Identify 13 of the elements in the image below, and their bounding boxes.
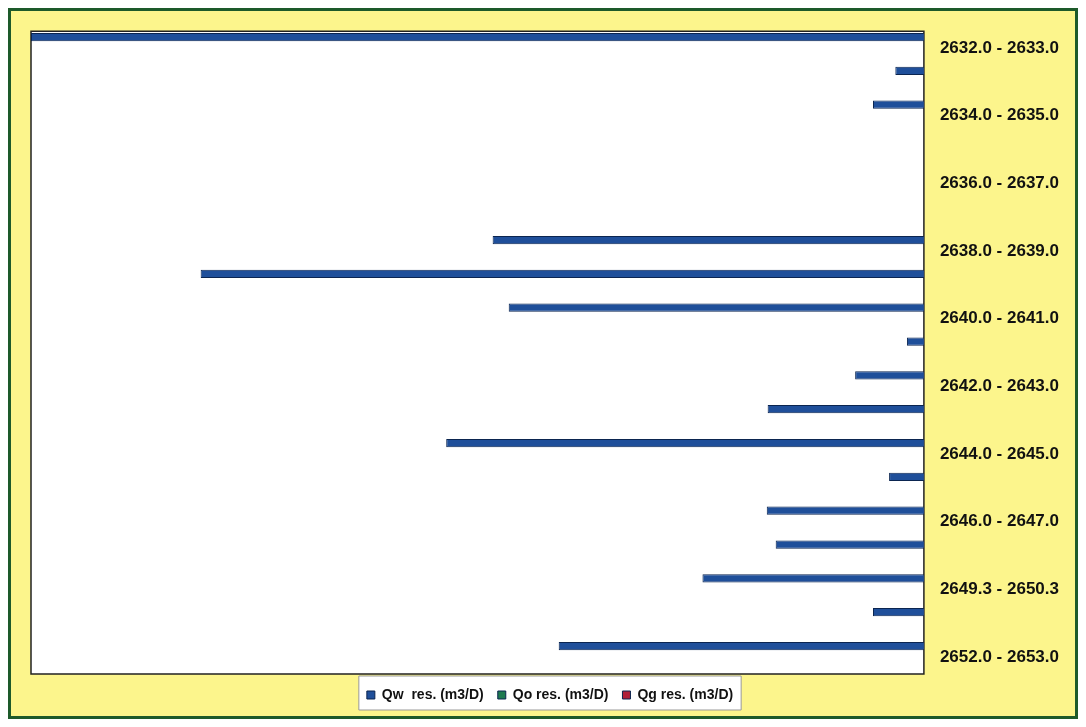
y-tick-label: 2632.0 - 2633.0 <box>939 37 1060 57</box>
y-tick-label: 2642.0 - 2643.0 <box>939 376 1060 396</box>
legend-label: Qg res. (m3/D) <box>637 685 734 702</box>
legend-label: Qo res. (m3/D) <box>512 685 609 702</box>
y-tick-label: 2652.0 - 2653.0 <box>939 646 1060 666</box>
y-tick-label: 2638.0 - 2639.0 <box>939 240 1060 260</box>
y-tick-label: 2640.0 - 2641.0 <box>939 308 1060 328</box>
y-tick-label: 2634.0 - 2635.0 <box>939 105 1060 125</box>
y-tick-label: 2644.0 - 2645.0 <box>939 443 1060 463</box>
y-tick-label: 2646.0 - 2647.0 <box>939 511 1060 531</box>
y-tick-label: 2649.3 - 2650.3 <box>939 579 1060 599</box>
legend-label: Qw res. (m3/D) <box>381 685 484 702</box>
y-tick-label: 2636.0 - 2637.0 <box>939 173 1060 193</box>
